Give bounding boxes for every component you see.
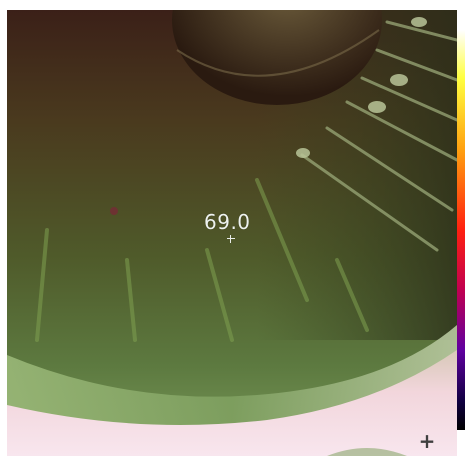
color-palette-bar	[457, 30, 465, 430]
thermal-image[interactable]	[7, 10, 457, 456]
add-spot-button[interactable]: +	[418, 429, 436, 453]
spot-temperature-label: 69.0	[204, 210, 251, 234]
crosshair-icon[interactable]	[227, 235, 235, 243]
cold-spot-marker	[110, 207, 118, 215]
palette-gradient	[457, 30, 465, 430]
plus-icon: +	[418, 429, 436, 453]
